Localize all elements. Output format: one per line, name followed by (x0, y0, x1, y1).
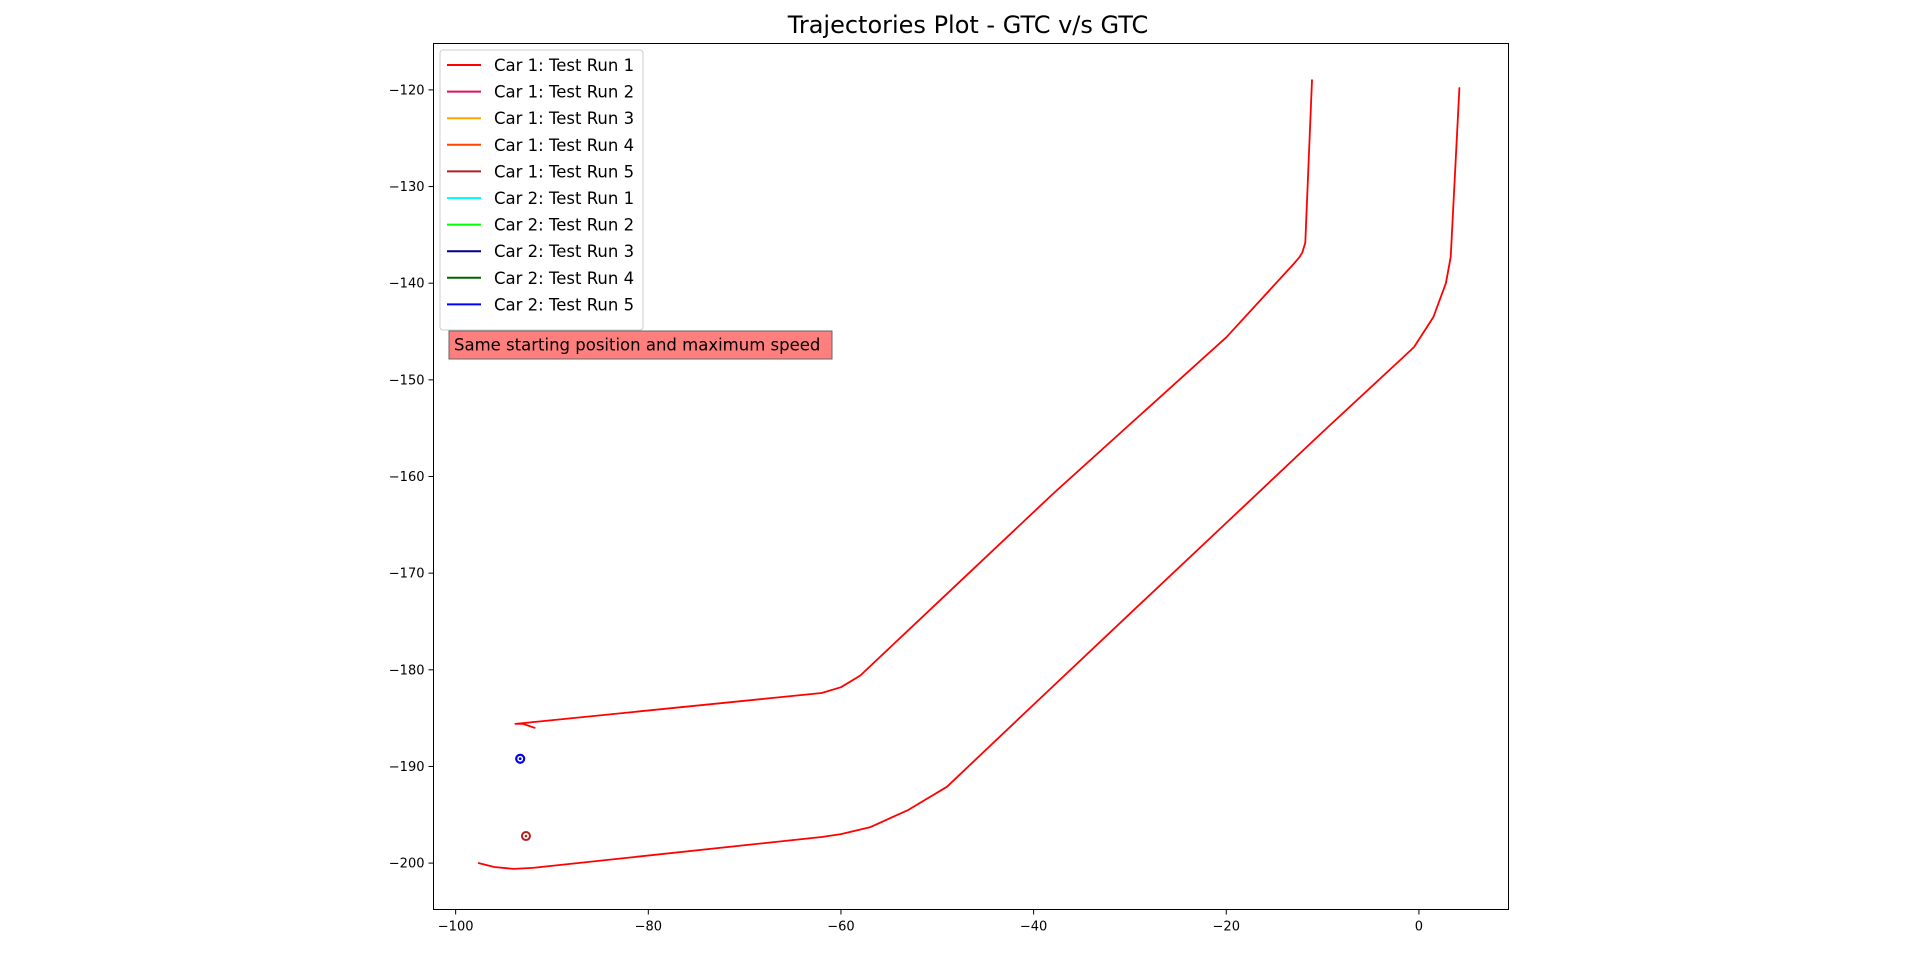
y-tick-label: −160 (389, 470, 425, 485)
legend[interactable]: Car 1: Test Run 1 Car 1: Test Run 2 Car 1:… (439, 49, 644, 331)
y-tick-label: −170 (389, 567, 425, 582)
x-tick-label: −60 (827, 920, 854, 935)
legend-entry-label: Car 2: Test Run 2 (494, 216, 634, 235)
y-tick-label: −180 (389, 663, 425, 678)
annotation-background (448, 330, 833, 360)
y-tick-label: −190 (389, 760, 425, 775)
start-marker-dot (524, 834, 528, 838)
x-tick-label: −20 (1213, 920, 1240, 935)
x-tick-label: 0 (1415, 920, 1423, 935)
y-tick-label: −150 (389, 373, 425, 388)
y-tick-label: −130 (389, 180, 425, 195)
legend-entry-label: Car 1: Test Run 5 (494, 162, 634, 181)
legend-entry-label: Car 1: Test Run 3 (494, 109, 634, 128)
start-marker-ring (515, 753, 526, 764)
annotation-box: Same starting position and maximum speed (448, 330, 833, 360)
plot-area (477, 79, 1461, 870)
start-marker-ring (520, 831, 531, 842)
legend-entry-label: Car 2: Test Run 5 (494, 295, 634, 314)
legend-entry-label: Car 1: Test Run 2 (494, 83, 634, 102)
trajectory-line (514, 79, 1313, 729)
legend-entry-label: Car 1: Test Run 1 (494, 56, 634, 75)
trajectory-line (477, 87, 1461, 870)
x-tick-label: −80 (635, 920, 662, 935)
y-tick-label: −120 (389, 83, 425, 98)
x-axis-ticks: −100 −80 −60 −40 −20 0 (438, 909, 1423, 935)
legend-entry-label: Car 1: Test Run 4 (494, 136, 634, 155)
legend-entry-label: Car 2: Test Run 1 (494, 189, 634, 208)
x-tick-label: −100 (438, 920, 474, 935)
y-tick-label: −140 (389, 277, 425, 292)
legend-entry-label: Car 2: Test Run 4 (494, 269, 634, 288)
legend-frame (439, 49, 644, 331)
x-tick-label: −40 (1020, 920, 1047, 935)
start-marker-dot (518, 757, 522, 761)
axes-frame (433, 43, 1509, 910)
chart-title: Trajectories Plot - GTC v/s GTC (787, 11, 1149, 39)
y-tick-label: −200 (389, 857, 425, 872)
y-axis-ticks: −120 −130 −140 −150 −160 −170 −180 −190 −200 (389, 83, 434, 872)
annotation-text: Same starting position and maximum speed (454, 336, 820, 355)
legend-entry-label: Car 2: Test Run 3 (494, 242, 634, 261)
